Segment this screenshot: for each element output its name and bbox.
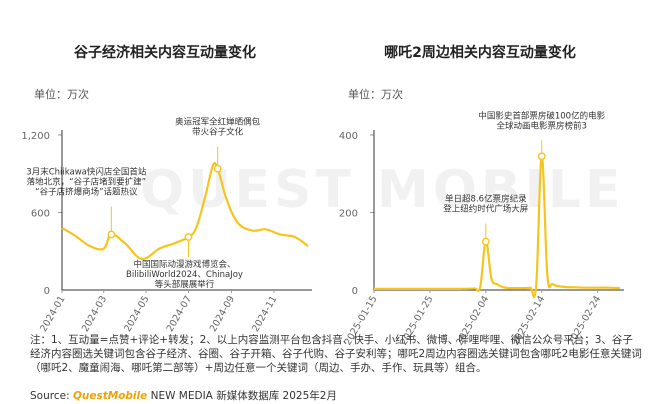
annotation-text: 单日超8.6亿票房纪录 bbox=[445, 194, 527, 205]
footnotes: 注：1、互动量=点赞+评论+转发；2、以上内容监测平台包含抖音、快手、小红书、微… bbox=[30, 333, 642, 375]
series-line bbox=[374, 155, 621, 299]
annotation-text: 落地北京，“谷子店堵到要扩建” bbox=[27, 176, 146, 187]
annotation-text: 中国国际动漫游戏博览会、 bbox=[133, 259, 235, 270]
x-tick-label: 2024-09 bbox=[208, 294, 237, 334]
x-tick-label: 2024-01 bbox=[38, 294, 67, 334]
y-tick-label: 600 bbox=[31, 209, 50, 220]
source-text: NEW MEDIA 新媒体数据库 2025年2月 bbox=[150, 390, 337, 402]
y-tick-label: 1,200 bbox=[21, 131, 50, 142]
y-tick-label: 400 bbox=[339, 131, 358, 142]
y-tick-label: 0 bbox=[44, 286, 50, 297]
annotation-text: 登上纽约时代广场大屏 bbox=[443, 204, 529, 215]
footnote-text: 注：1、互动量=点赞+评论+转发；2、以上内容监测平台包含抖音、快手、小红书、微… bbox=[30, 334, 642, 374]
chart2-unit: 单位：万次 bbox=[348, 88, 403, 101]
annotation-marker bbox=[213, 164, 222, 173]
x-tick-label: 2024-11 bbox=[250, 294, 279, 334]
annotation-marker bbox=[107, 230, 116, 239]
annotation-text: 全球动画电影票房榜前3 bbox=[497, 120, 587, 131]
x-tick-label: 2024-05 bbox=[122, 294, 151, 334]
annotation-text: 中国影史首部票房破100亿的电影 bbox=[478, 110, 605, 121]
annotation-text: 3月末Chiikawa快闪店全国首站 bbox=[26, 166, 147, 177]
annotation-marker bbox=[481, 237, 490, 246]
chart1-unit: 单位：万次 bbox=[34, 88, 89, 101]
x-tick-label: 2024-03 bbox=[80, 294, 109, 334]
annotation-text: 带火谷子文化 bbox=[192, 127, 244, 138]
source-line: Source: QuestMobile NEW MEDIA 新媒体数据库 202… bbox=[30, 389, 337, 403]
annotation-text: BilibiliWorld2024、ChinaJoy bbox=[126, 270, 243, 280]
annotation-marker bbox=[184, 233, 193, 241]
chart2-title: 哪吒2周边相关内容互动量变化 bbox=[384, 45, 576, 61]
y-tick-label: 0 bbox=[352, 286, 358, 297]
y-tick-label: 200 bbox=[339, 209, 358, 220]
source-label: Source: bbox=[30, 390, 70, 402]
chart1-title: 谷子经济相关内容互动量变化 bbox=[74, 45, 256, 61]
annotation-text: “谷子店挤爆商场”话题热议 bbox=[35, 186, 138, 197]
annotation-text: 奥运冠军全红婵晒偶包 bbox=[175, 117, 261, 128]
annotation-marker bbox=[537, 152, 546, 161]
annotation-text: 等头部展展举行 bbox=[155, 279, 215, 290]
series-line bbox=[61, 161, 309, 261]
x-tick-label: 2024-07 bbox=[165, 294, 194, 334]
source-brand: QuestMobile bbox=[72, 390, 148, 402]
